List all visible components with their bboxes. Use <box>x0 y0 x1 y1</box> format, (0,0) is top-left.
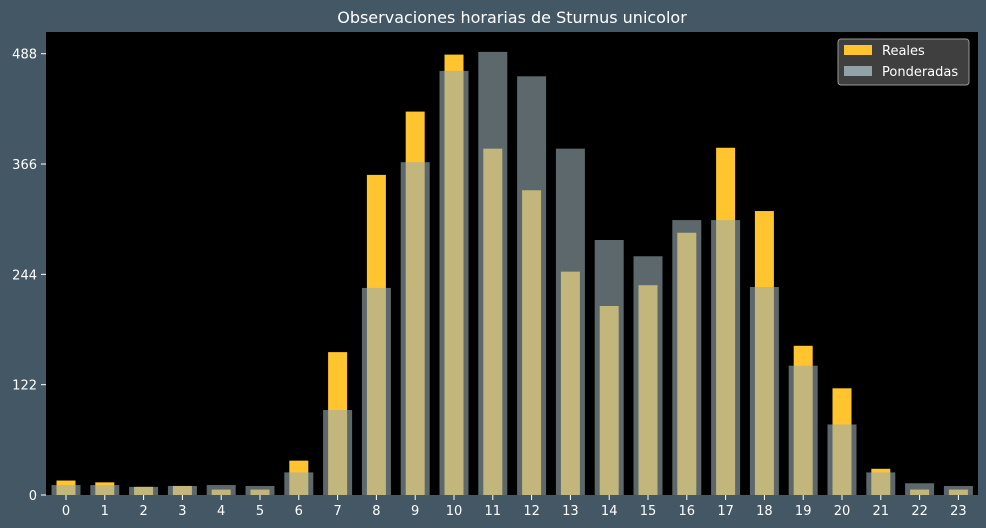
x-tick-label: 16 <box>679 504 696 519</box>
bar-ponderadas-21 <box>866 472 896 495</box>
x-tick-label: 0 <box>62 504 70 519</box>
x-tick-label: 14 <box>601 504 618 519</box>
bar-ponderadas-13 <box>555 148 585 495</box>
legend-swatch-ponderadas <box>844 66 872 76</box>
bar-ponderadas-19 <box>788 365 818 495</box>
x-tick-label: 1 <box>101 504 109 519</box>
y-tick-label: 488 <box>12 48 37 63</box>
series-ponderadas-bars <box>51 51 973 495</box>
x-tick-label: 2 <box>139 504 147 519</box>
x-tick-label: 20 <box>834 504 851 519</box>
bar-ponderadas-18 <box>749 287 779 495</box>
bar-ponderadas-15 <box>633 256 663 495</box>
bar-ponderadas-3 <box>167 485 197 495</box>
x-tick-label: 9 <box>411 504 419 519</box>
y-tick-label: 244 <box>12 268 37 283</box>
plot-area <box>46 32 978 495</box>
bar-ponderadas-2 <box>129 486 159 495</box>
x-tick-label: 11 <box>485 504 502 519</box>
legend-label-ponderadas: Ponderadas <box>882 65 958 80</box>
x-axis: 0 1 2 3 4 5 6 7 8 9 10 11 12 13 14 15 16 17 18 19 20 21 22 23 <box>62 495 967 519</box>
legend-label-reales: Reales <box>882 44 925 59</box>
bar-ponderadas-12 <box>517 76 547 495</box>
bar-ponderadas-1 <box>90 485 120 495</box>
x-tick-label: 4 <box>217 504 225 519</box>
bar-ponderadas-16 <box>672 220 702 495</box>
x-tick-label: 5 <box>256 504 264 519</box>
bar-ponderadas-22 <box>905 483 935 495</box>
y-axis: 0 122 244 366 488 <box>12 48 46 504</box>
bar-ponderadas-7 <box>323 409 353 495</box>
x-tick-label: 18 <box>756 504 773 519</box>
x-tick-label: 19 <box>795 504 812 519</box>
bar-ponderadas-5 <box>245 485 275 495</box>
bar-ponderadas-20 <box>827 424 857 495</box>
bar-ponderadas-11 <box>478 51 508 495</box>
bar-ponderadas-9 <box>400 162 430 495</box>
bar-ponderadas-6 <box>284 472 314 495</box>
bar-ponderadas-23 <box>943 485 973 495</box>
x-tick-label: 8 <box>372 504 380 519</box>
x-tick-label: 10 <box>446 504 463 519</box>
x-tick-label: 21 <box>873 504 890 519</box>
y-tick-label: 0 <box>29 489 37 504</box>
legend: Reales Ponderadas <box>837 38 970 86</box>
x-tick-label: 17 <box>717 504 734 519</box>
bar-ponderadas-17 <box>711 220 741 495</box>
legend-swatch-reales <box>844 45 872 55</box>
x-tick-label: 13 <box>562 504 579 519</box>
bar-ponderadas-10 <box>439 70 469 495</box>
x-tick-label: 15 <box>640 504 657 519</box>
bar-ponderadas-0 <box>51 485 81 495</box>
bar-ponderadas-14 <box>594 239 624 495</box>
x-tick-label: 6 <box>295 504 303 519</box>
y-tick-label: 366 <box>12 158 37 173</box>
x-tick-label: 3 <box>178 504 186 519</box>
x-tick-label: 23 <box>950 504 967 519</box>
x-tick-label: 7 <box>333 504 341 519</box>
bar-ponderadas-8 <box>361 287 391 495</box>
y-tick-label: 122 <box>12 379 37 394</box>
bar-ponderadas-4 <box>206 485 236 495</box>
x-tick-label: 12 <box>523 504 540 519</box>
x-tick-label: 22 <box>911 504 928 519</box>
chart-title: Observaciones horarias de Sturnus unicol… <box>337 8 687 27</box>
